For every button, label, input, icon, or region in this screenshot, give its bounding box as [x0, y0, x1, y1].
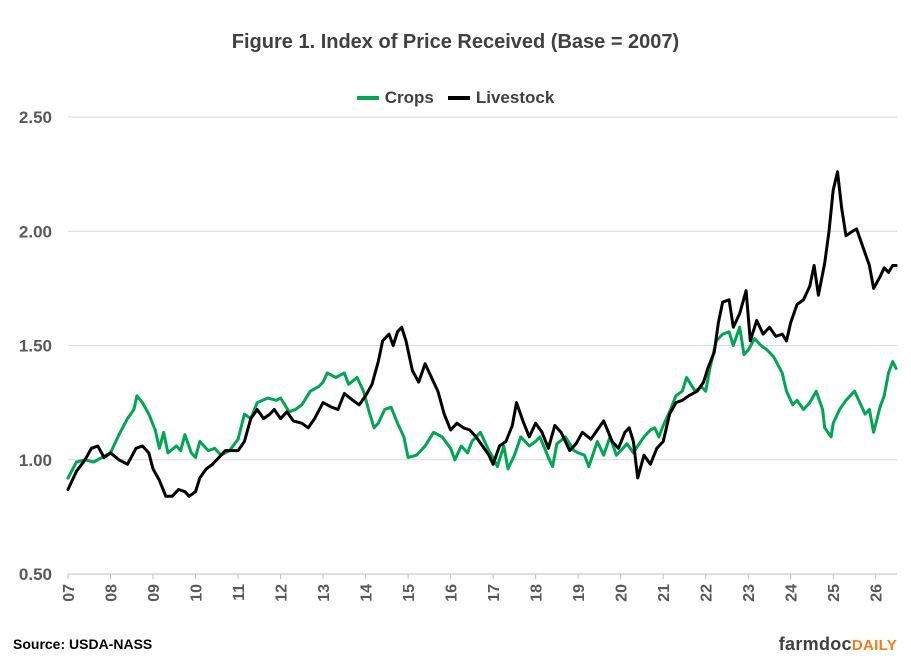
series-line-livestock — [66, 170, 898, 498]
y-tick-label: 1.50 — [19, 337, 52, 356]
legend-item-crops: Crops — [356, 88, 434, 108]
x-tick-label: 17 — [486, 584, 503, 602]
x-tick-label: 25 — [826, 584, 843, 602]
x-tick-label: 21 — [656, 584, 673, 602]
x-tick-label: 11 — [231, 584, 248, 601]
x-tick-label: 07 — [61, 584, 78, 602]
x-tick-label: 26 — [869, 584, 886, 602]
x-tick-label: 18 — [529, 584, 546, 602]
legend: Crops Livestock — [0, 88, 911, 108]
x-tick-label: 22 — [699, 584, 716, 602]
x-tick-label: 12 — [274, 584, 291, 602]
x-tick-label: 15 — [401, 584, 418, 602]
x-tick-label: 13 — [316, 584, 333, 602]
legend-label-crops: Crops — [384, 88, 434, 107]
x-tick-label: 16 — [444, 584, 461, 602]
x-tick-label: 20 — [614, 584, 631, 602]
x-tick-label: 14 — [359, 584, 376, 602]
y-tick-label: 1.00 — [19, 451, 52, 470]
x-tick-label: 19 — [571, 584, 588, 602]
x-tick-label: 24 — [784, 584, 801, 602]
farmdoc-daily-logo: farmdocDAILY — [779, 634, 897, 655]
logo-daily: DAILY — [851, 637, 897, 654]
series-line-crops — [66, 325, 898, 480]
legend-item-livestock: Livestock — [447, 88, 555, 108]
y-tick-label: 2.00 — [19, 222, 52, 241]
x-tick-label: 08 — [104, 584, 121, 602]
logo-farmdoc: farmdoc — [778, 634, 852, 654]
y-tick-label: 0.50 — [19, 565, 52, 584]
source-note: Source: USDA-NASS — [13, 636, 153, 652]
x-tick-label: 23 — [741, 584, 758, 602]
legend-swatch-crops — [356, 96, 379, 100]
chart-title: Figure 1. Index of Price Received (Base … — [231, 31, 680, 53]
x-tick-label: 09 — [146, 584, 163, 602]
legend-swatch-livestock — [447, 96, 470, 100]
x-tick-label: 10 — [189, 584, 206, 602]
y-tick-label: 2.50 — [19, 108, 52, 127]
legend-label-livestock: Livestock — [475, 88, 555, 107]
